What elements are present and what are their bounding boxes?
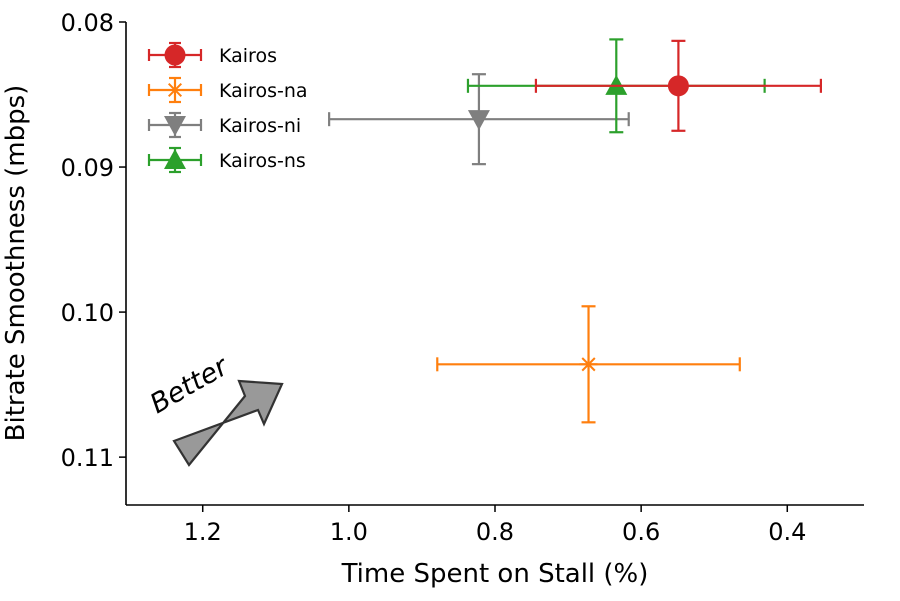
legend-item-kairos-ns-label: Kairos-ns: [219, 150, 306, 172]
x-tick-label: 1.0: [330, 518, 368, 546]
better-label: Better: [145, 350, 235, 420]
y-tick-label: 0.11: [61, 444, 114, 472]
legend-item-kairos-marker: [164, 44, 186, 66]
legend-item-kairos-label: Kairos: [219, 45, 277, 67]
legend-item-kairos-na-marker: [166, 81, 184, 99]
legend-item-kairos: Kairos: [147, 41, 277, 69]
series-kairos-na: [436, 305, 741, 424]
x-tick-label: 0.4: [768, 518, 806, 546]
y-tick-label: 0.09: [61, 154, 114, 182]
arrow-up-right-icon: [172, 379, 284, 467]
legend-item-kairos-ns-marker: [164, 149, 186, 169]
y-tick-label: 0.10: [61, 299, 114, 327]
y-tick-label: 0.08: [61, 9, 114, 37]
legend-item-kairos-na-label: Kairos-na: [219, 80, 308, 102]
x-axis-label: Time Spent on Stall (%): [341, 559, 649, 589]
legend-item-kairos-ns: Kairos-ns: [147, 146, 306, 174]
legend-item-kairos-ni: Kairos-ni: [147, 111, 301, 139]
legend-item-kairos-ni-label: Kairos-ni: [219, 115, 301, 137]
series-kairos-point: [667, 75, 689, 97]
x-tick-label: 0.6: [622, 518, 660, 546]
y-axis-label: Bitrate Smoothness (mbps): [1, 85, 31, 442]
better-annotation: Better: [145, 350, 284, 467]
x-tick-label: 1.2: [184, 518, 222, 546]
series-kairos-ni: [328, 73, 630, 166]
series-kairos-ni-point: [467, 110, 490, 131]
x-tick-label: 0.8: [476, 518, 514, 546]
legend-item-kairos-ni-marker: [164, 116, 186, 136]
legend-item-kairos-na: Kairos-na: [147, 76, 308, 104]
series-kairos-na-point: [579, 355, 598, 374]
series-kairos: [534, 39, 822, 132]
